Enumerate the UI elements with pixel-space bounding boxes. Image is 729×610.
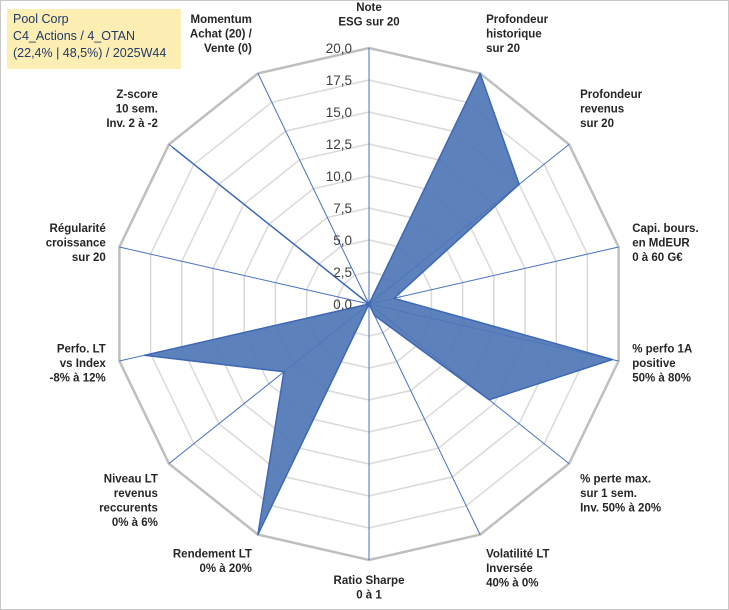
axis-label-line: Inv. 2 à -2	[106, 118, 158, 130]
tick-label: 5,0	[333, 233, 352, 248]
axis-label-line: ESG sur 20	[338, 17, 399, 29]
axis-label-line: sur 20	[72, 252, 106, 264]
axis-label: % perfo 1A positive 50% à 80%	[632, 343, 692, 384]
axis-label-line: Régularité	[50, 223, 106, 235]
axis-label-line: Z-score	[116, 89, 158, 101]
axis-label-line: Inv. 50% à 20%	[580, 502, 661, 514]
axis-label: Ratio Sharpe 0 à 1	[334, 575, 405, 602]
axis-label-line: 40% à 0%	[486, 577, 538, 589]
series-area	[143, 72, 614, 536]
tick-label: 0,0	[333, 297, 352, 312]
axis-spoke	[368, 303, 481, 535]
axis-label-line: 0 à 60 G€	[632, 252, 683, 264]
axis-label-line: Note	[356, 2, 382, 14]
axis-label-line: sur 20	[486, 43, 520, 55]
axis-spoke	[119, 246, 370, 305]
axis-label-line: Profondeur	[580, 89, 642, 101]
axis-label-line: % perfo 1A	[632, 343, 692, 355]
axis-label: Momentum Achat (20) / Vente (0)	[190, 14, 253, 55]
axis-label-line: revenus	[114, 488, 158, 500]
axis-label: Profondeur historique sur 20	[486, 14, 548, 55]
axis-label-line: Vente (0)	[204, 43, 252, 55]
axis-spoke	[368, 246, 619, 305]
radar-tick-labels: 0,0 2,5 5,0 7,5 10,0 12,5 15,0 17,5 20,0	[326, 41, 352, 312]
axis-label-line: historique	[486, 29, 542, 41]
chart-title-box: Pool Corp C4_Actions / 4_OTAN (22,4% | 4…	[7, 9, 181, 69]
tick-label: 7,5	[333, 201, 352, 216]
axis-label-line: sur 1 sem.	[580, 488, 637, 500]
axis-label-line: sur 20	[580, 118, 614, 130]
axis-label-line: Inversée	[486, 563, 533, 575]
axis-label: Rendement LT 0% à 20%	[173, 548, 252, 575]
axis-label: Volatilité LT Inversée 40% à 0%	[486, 548, 549, 589]
radar-axis-labels: Note ESG sur 20 Profondeur historique sur 20…	[46, 2, 699, 602]
tick-label: 20,0	[326, 41, 352, 56]
axis-label-line: 10 sem.	[116, 104, 158, 116]
axis-label-line: Ratio Sharpe	[334, 575, 405, 587]
tick-label: 12,5	[326, 137, 352, 152]
axis-label: Niveau LT revenus reccurents 0% à 6%	[99, 473, 158, 529]
axis-label: Perfo. LT vs Index -8% à 12%	[50, 343, 107, 384]
axis-label: Profondeur revenus sur 20	[580, 89, 642, 130]
axis-spoke	[257, 73, 370, 305]
axis-label-line: 0 à 1	[356, 590, 382, 602]
axis-label-line: Achat (20) /	[190, 29, 253, 41]
axis-label-line: croissance	[46, 238, 106, 250]
axis-label-line: Capi. bours.	[632, 223, 698, 235]
axis-label: % perte max. sur 1 sem. Inv. 50% à 20%	[580, 473, 661, 514]
chart-title-category: C4_Actions / 4_OTAN	[13, 29, 136, 43]
axis-label-line: Momentum	[191, 14, 252, 26]
axis-label-line: Profondeur	[486, 14, 548, 26]
axis-label-line: Volatilité LT	[486, 548, 549, 560]
axis-label-line: Rendement LT	[173, 548, 252, 560]
axis-label-line: 0% à 20%	[199, 563, 251, 575]
axis-label-line: revenus	[580, 104, 624, 116]
axis-label-line: positive	[632, 358, 675, 370]
tick-label: 10,0	[326, 169, 352, 184]
axis-label-line: en MdEUR	[632, 238, 690, 250]
axis-label-line: -8% à 12%	[50, 372, 106, 384]
axis-label: Note ESG sur 20	[338, 2, 399, 29]
chart-title-stats: (22,4% | 48,5%) / 2025W44	[13, 46, 167, 60]
tick-label: 17,5	[326, 73, 352, 88]
axis-label-line: % perte max.	[580, 473, 651, 485]
axis-label: Régularité croissance sur 20	[46, 223, 106, 264]
axis-label-line: 50% à 80%	[632, 372, 691, 384]
axis-label: Capi. bours. en MdEUR 0 à 60 G€	[632, 223, 698, 264]
axis-label-line: Niveau LT	[104, 473, 158, 485]
axis-label-line: vs Index	[60, 358, 107, 370]
axis-label-line: reccurents	[99, 502, 158, 514]
tick-label: 2,5	[333, 265, 352, 280]
axis-label-line: Perfo. LT	[57, 343, 106, 355]
tick-label: 15,0	[326, 105, 352, 120]
chart-title-company: Pool Corp	[13, 12, 69, 26]
axis-label: Z-score 10 sem. Inv. 2 à -2	[106, 89, 158, 130]
radar-series	[143, 72, 614, 536]
axis-label-line: 0% à 6%	[112, 517, 158, 529]
